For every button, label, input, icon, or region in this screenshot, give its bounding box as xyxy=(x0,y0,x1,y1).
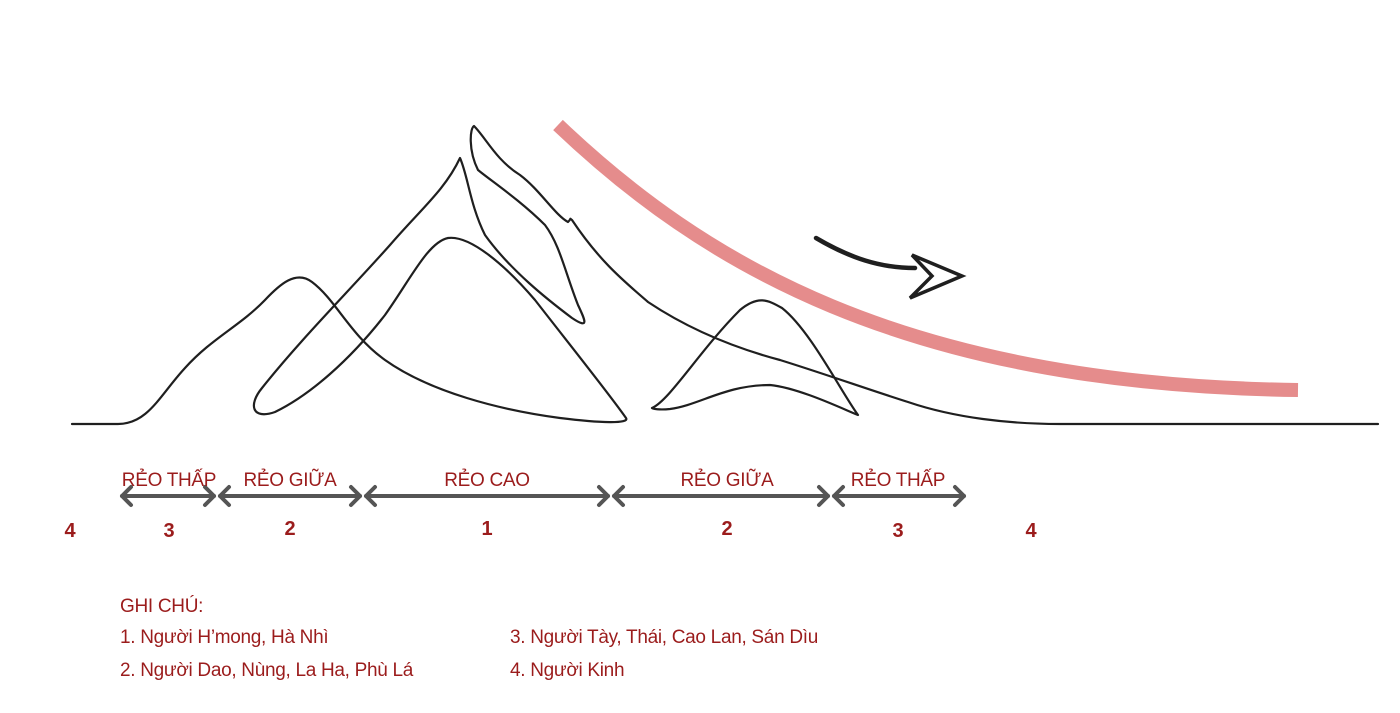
zone-arrow-2-right xyxy=(612,485,830,507)
zone-arrow-2-left xyxy=(218,485,362,507)
legend-column-right: 3. Người Tày, Thái, Cao Lan, Sán Dìu 4. … xyxy=(510,621,818,687)
outer-number-right: 4 xyxy=(1025,520,1037,542)
mountain-line-drawing xyxy=(70,124,1380,426)
zone-arrows xyxy=(120,485,966,507)
legend-column-left: 1. Người H’mong, Hà Nhì 2. Người Dao, Nù… xyxy=(120,621,413,687)
direction-arrow-icon xyxy=(813,235,967,300)
zone-number-high: 1 xyxy=(481,518,492,540)
legend-title: GHI CHÚ: xyxy=(120,596,204,617)
zone-number-mid-right: 2 xyxy=(721,518,732,540)
descending-curve xyxy=(553,119,1299,397)
zone-arrow-1 xyxy=(364,485,610,507)
zone-label-low-left: RẺO THẤP xyxy=(122,469,216,491)
legend-item-3: 3. Người Tày, Thái, Cao Lan, Sán Dìu xyxy=(510,627,818,648)
zone-number-mid-left: 2 xyxy=(284,518,295,540)
zone-number-low-right: 3 xyxy=(892,520,903,542)
zone-arrow-3-right xyxy=(832,485,966,507)
zone-label-high: RẺO CAO xyxy=(444,469,530,491)
zone-number-low-left: 3 xyxy=(163,520,174,542)
legend-item-2: 2. Người Dao, Nùng, La Ha, Phù Lá xyxy=(120,660,414,681)
zone-label-low-right: RẺO THẤP xyxy=(851,469,945,491)
zone-label-mid-right: RẺO GIỮA xyxy=(680,469,774,491)
zone-arrow-3-left xyxy=(120,485,216,507)
small-hill-line xyxy=(650,299,860,417)
legend-item-1: 1. Người H’mong, Hà Nhì xyxy=(120,627,329,648)
outer-number-left: 4 xyxy=(64,520,76,542)
legend-item-4: 4. Người Kinh xyxy=(510,660,625,681)
zone-label-mid-left: RẺO GIỮA xyxy=(243,469,337,491)
